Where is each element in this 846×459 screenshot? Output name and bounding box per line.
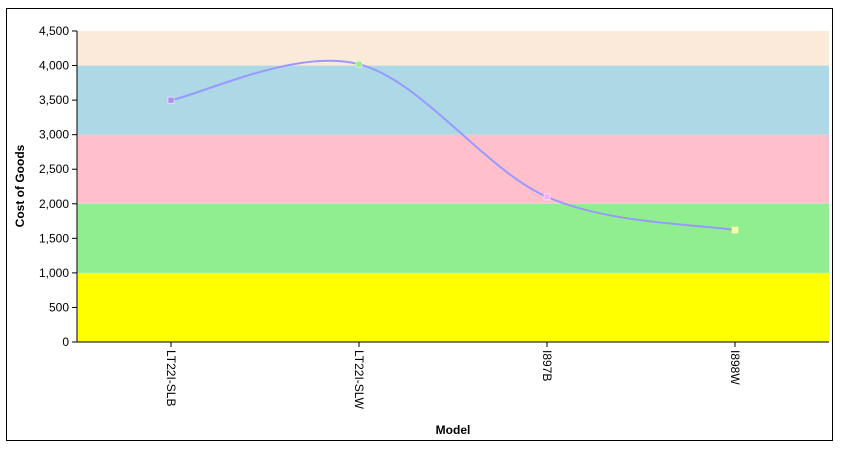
x-tick-label: I897B — [540, 350, 554, 381]
y-tick-label: 4,000 — [39, 59, 69, 73]
y-tick-label: 1,500 — [39, 231, 69, 245]
band-4 — [77, 31, 829, 66]
band-0 — [77, 272, 829, 342]
y-tick-label: 0 — [62, 335, 69, 349]
x-tick-label: LT22I-SLB — [164, 350, 178, 406]
x-tick-label: I898W — [728, 350, 742, 385]
data-point-lt22i-slb[interactable] — [167, 96, 175, 104]
x-tick-label: LT22I-SLW — [352, 350, 366, 410]
y-tick-label: 2,500 — [39, 162, 69, 176]
markers — [167, 60, 739, 234]
y-tick-label: 3,000 — [39, 128, 69, 142]
series-line — [170, 59, 736, 232]
y-tick-label: 1,000 — [39, 266, 69, 280]
band-3 — [77, 65, 829, 135]
y-tick-label: 500 — [49, 300, 69, 314]
series-line-layer — [170, 59, 736, 232]
y-tick-label: 2,000 — [39, 197, 69, 211]
axes: 0 500 1,000 1,500 2,000 2,500 3,000 3,500 4,000 4… — [39, 24, 829, 410]
data-point-lt22i-slw[interactable] — [355, 60, 363, 68]
data-point-i897b[interactable] — [543, 193, 551, 201]
y-tick-label: 3,500 — [39, 93, 69, 107]
band-2 — [77, 134, 829, 204]
band-1 — [77, 203, 829, 273]
background-bands — [77, 31, 829, 342]
y-axis-title: Cost of Goods — [13, 144, 27, 227]
data-point-i898w[interactable] — [731, 226, 739, 234]
y-tick-label: 4,500 — [39, 24, 69, 38]
x-axis-title: Model — [436, 423, 471, 437]
